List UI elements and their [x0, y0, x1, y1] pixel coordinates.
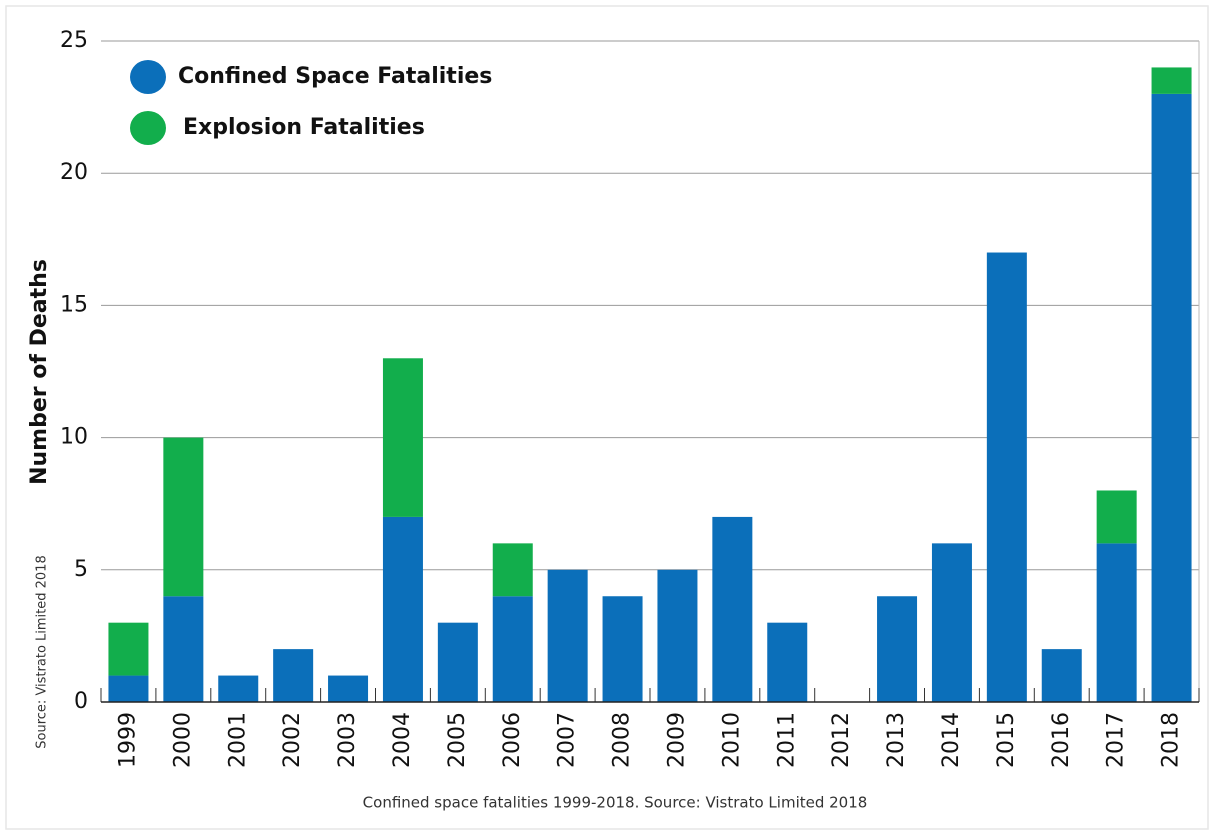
bar-segment [108, 675, 149, 702]
x-tick-label: 2012 [829, 712, 854, 768]
x-tick-label: 2005 [445, 712, 470, 768]
bar-segment [163, 596, 204, 702]
bar-segment [1096, 543, 1137, 702]
legend-label: Explosion Fatalities [183, 115, 425, 140]
x-tick-label: 2011 [774, 712, 799, 768]
bar-segment [163, 437, 204, 597]
caption: Confined space fatalities 1999-2018. Sou… [363, 794, 868, 812]
legend-swatch [130, 60, 166, 94]
bar-segment [437, 622, 478, 702]
bar-segment [492, 596, 533, 702]
x-tick-label: 2010 [719, 712, 744, 768]
bar-segment [492, 543, 533, 597]
bar-segment [382, 358, 423, 517]
y-tick-label: 20 [60, 160, 88, 185]
x-tick-label: 2018 [1159, 712, 1184, 768]
y-tick-label: 5 [74, 557, 88, 582]
bar-segment [931, 543, 972, 702]
x-tick-label: 2009 [664, 712, 689, 768]
bar-segment [877, 596, 918, 702]
x-tick-label: 2000 [170, 712, 195, 768]
y-tick-label: 15 [60, 292, 88, 317]
legend-label: Confined Space Fatalities [178, 64, 492, 89]
x-tick-label: 2004 [390, 712, 415, 768]
x-tick-label: 2017 [1104, 712, 1129, 768]
y-axis-title: Number of Deaths [27, 259, 52, 485]
bar-segment [218, 675, 259, 702]
bar-segment [1041, 649, 1082, 702]
bar-segment [328, 675, 369, 702]
x-tick-label: 2015 [994, 712, 1019, 768]
y-tick-label: 25 [60, 28, 88, 53]
x-tick-label: 2002 [280, 712, 305, 768]
bar-segment [1151, 93, 1192, 702]
bar-segment [986, 252, 1027, 702]
x-tick-label: 2001 [225, 712, 250, 768]
x-tick-label: 2013 [884, 712, 909, 768]
legend-swatch [130, 111, 166, 145]
x-tick-label: 2008 [610, 712, 635, 768]
x-tick-label: 2016 [1049, 712, 1074, 768]
bar-segment [1151, 67, 1192, 94]
bar-segment [767, 622, 808, 702]
bar-segment [108, 622, 149, 676]
bar-segment [712, 516, 753, 702]
x-tick-label: 2003 [335, 712, 360, 768]
bar-segment [382, 516, 423, 702]
x-tick-label: 2014 [939, 712, 964, 768]
bar-segment [547, 569, 588, 702]
y-tick-label: 0 [74, 689, 88, 714]
x-tick-label: 2007 [555, 712, 580, 768]
bar-segment [273, 649, 314, 702]
y-tick-label: 10 [60, 425, 88, 450]
bar-segment [1096, 490, 1137, 544]
x-tick-label: 1999 [115, 712, 140, 768]
x-tick-label: 2006 [500, 712, 525, 768]
side-note: Source: Vistrato Limited 2018 [35, 555, 50, 748]
bar-segment [657, 569, 698, 702]
bar-segment [602, 596, 643, 702]
